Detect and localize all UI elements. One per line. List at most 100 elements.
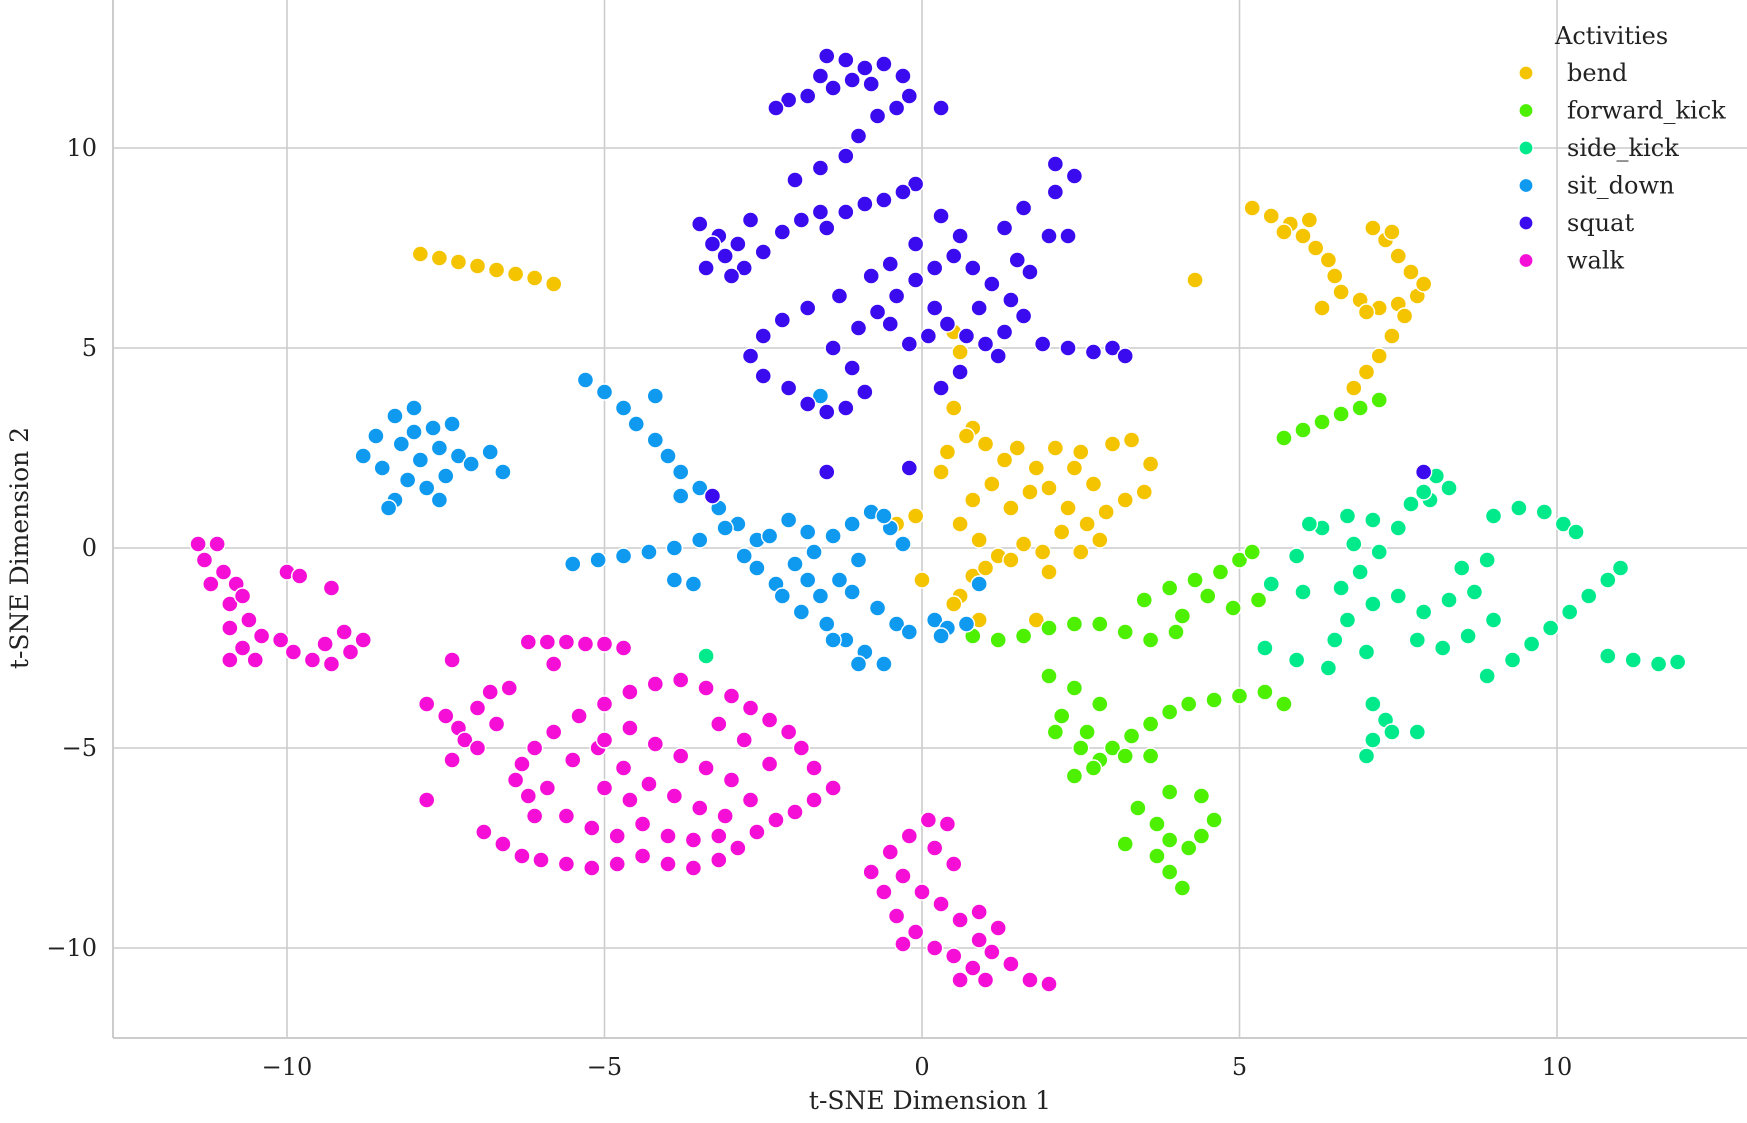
- data-point: [995, 219, 1014, 237]
- data-point: [1033, 543, 1052, 561]
- data-point: [697, 259, 715, 277]
- data-point: [843, 71, 861, 89]
- data-point: [646, 675, 664, 693]
- data-point: [799, 523, 817, 541]
- data-point: [481, 443, 499, 461]
- data-point: [875, 883, 893, 901]
- data-point: [837, 147, 855, 165]
- data-point: [633, 815, 652, 833]
- data-point: [843, 583, 861, 601]
- data-point: [1345, 535, 1363, 553]
- data-point: [1541, 619, 1560, 637]
- data-point: [1021, 971, 1039, 989]
- data-point: [1084, 343, 1103, 361]
- data-point: [1624, 651, 1642, 669]
- data-point: [741, 211, 760, 229]
- data-point: [621, 683, 639, 701]
- data-point: [386, 407, 404, 425]
- data-point: [938, 815, 957, 833]
- data-point: [710, 851, 728, 869]
- data-point: [906, 507, 925, 525]
- data-point: [1370, 347, 1388, 365]
- data-point: [373, 459, 391, 477]
- data-point: [1275, 695, 1293, 713]
- data-point: [525, 269, 544, 287]
- data-point: [367, 427, 385, 445]
- data-point: [538, 633, 557, 651]
- data-point: [640, 543, 658, 561]
- data-point: [811, 67, 830, 85]
- data-point: [1046, 439, 1065, 457]
- data-point: [1116, 491, 1134, 509]
- data-point: [646, 431, 664, 449]
- data-point: [983, 943, 1001, 961]
- data-point: [887, 99, 906, 117]
- data-point: [1351, 399, 1369, 417]
- data-point: [894, 183, 912, 201]
- data-point: [849, 319, 868, 337]
- data-point: [1103, 339, 1122, 357]
- data-point: [799, 571, 817, 589]
- data-point: [322, 579, 341, 597]
- data-point: [824, 779, 842, 797]
- data-point: [1065, 167, 1084, 185]
- data-point: [805, 543, 823, 561]
- data-point: [786, 171, 804, 189]
- data-point: [1364, 695, 1382, 713]
- data-point: [233, 587, 252, 605]
- data-point: [729, 235, 747, 253]
- data-point: [913, 571, 931, 589]
- data-point: [1459, 627, 1477, 645]
- data-point: [1059, 227, 1077, 245]
- data-point: [716, 519, 734, 537]
- data-point: [341, 643, 360, 661]
- data-point: [640, 775, 658, 793]
- data-point: [830, 571, 849, 589]
- data-point: [1021, 483, 1039, 501]
- data-point: [614, 547, 633, 565]
- data-point: [906, 235, 925, 253]
- data-point: [240, 611, 258, 629]
- y-tick-label: −10: [46, 934, 97, 962]
- data-point: [1357, 303, 1376, 321]
- data-point: [1040, 619, 1058, 637]
- data-point: [1370, 543, 1388, 561]
- data-point: [1059, 499, 1077, 517]
- data-point: [887, 907, 906, 925]
- data-point: [976, 335, 995, 353]
- data-point: [849, 127, 868, 145]
- data-point: [354, 631, 372, 649]
- data-point: [672, 747, 690, 765]
- data-point: [1345, 379, 1363, 397]
- data-point: [989, 347, 1007, 365]
- data-point: [983, 475, 1001, 493]
- data-point: [881, 315, 899, 333]
- data-point: [1091, 695, 1109, 713]
- data-point: [830, 287, 849, 305]
- data-point: [443, 415, 461, 433]
- data-point: [1275, 223, 1293, 241]
- legend-label: side_kick: [1567, 134, 1679, 162]
- data-point: [570, 707, 588, 725]
- data-point: [932, 627, 950, 645]
- data-point: [792, 739, 811, 757]
- data-point: [1414, 603, 1433, 621]
- data-point: [1002, 499, 1020, 517]
- data-point: [557, 855, 576, 873]
- data-point: [786, 803, 804, 821]
- data-point: [779, 723, 798, 741]
- data-point: [589, 551, 607, 569]
- data-point: [583, 859, 601, 877]
- data-point: [545, 275, 563, 293]
- data-point: [970, 903, 988, 921]
- data-point: [716, 247, 734, 265]
- data-point: [379, 499, 398, 517]
- data-point: [1084, 475, 1103, 493]
- data-point: [1599, 571, 1617, 589]
- data-point: [1040, 667, 1058, 685]
- data-point: [1046, 155, 1065, 173]
- data-point: [906, 271, 925, 289]
- data-point: [868, 107, 887, 125]
- axis-spines: [112, 0, 1747, 1039]
- legend-marker: [1518, 252, 1534, 269]
